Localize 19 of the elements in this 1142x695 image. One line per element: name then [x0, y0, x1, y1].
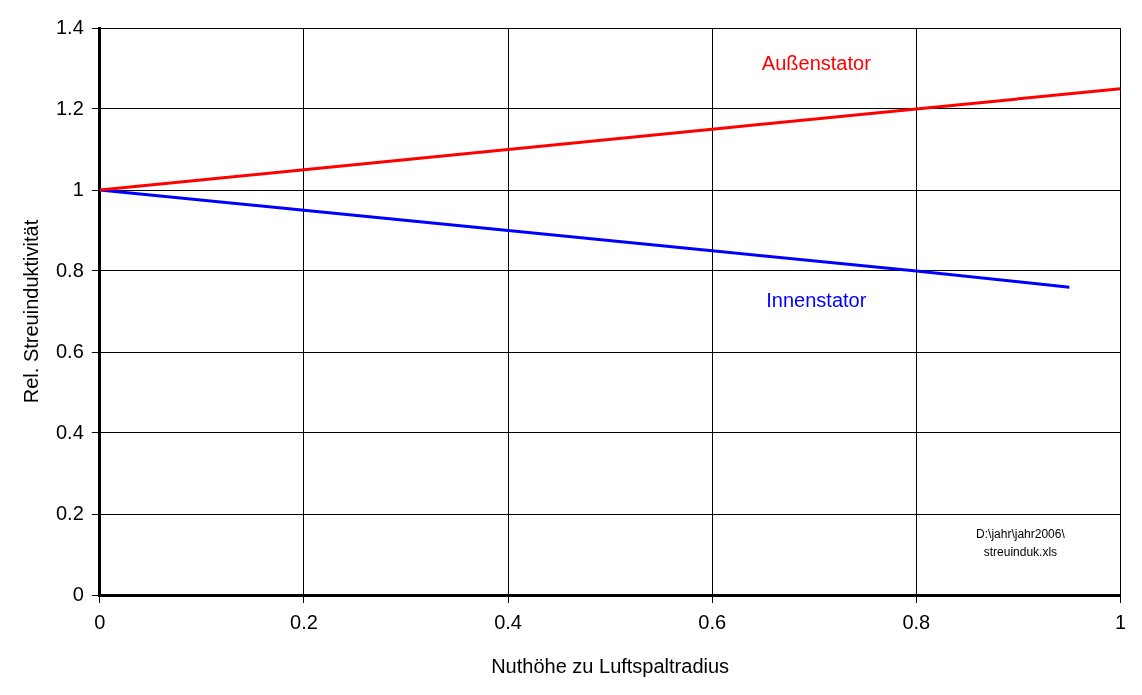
- series-label: Innenstator: [766, 288, 867, 311]
- x-tick-label: 0.6: [698, 610, 727, 633]
- annotation: D:\jahr\jahr2006\ streuinduk.xls: [976, 527, 1066, 560]
- x-axis-title: Nuthöhe zu Luftspaltradius: [491, 654, 730, 677]
- series-label: Außenstator: [761, 51, 872, 74]
- x-tick-label: 0: [94, 610, 106, 633]
- y-tick-label: 1: [72, 177, 84, 200]
- x-tick-label: 0.2: [290, 610, 318, 633]
- y-tick-label: 0.8: [55, 258, 84, 281]
- y-tick-label: 1.4: [55, 15, 84, 38]
- y-tick-label: 0.6: [55, 339, 84, 362]
- x-tick-label: 1: [1114, 610, 1126, 633]
- y-tick-label: 1.2: [55, 96, 84, 119]
- x-tick-label: 0.4: [494, 610, 522, 633]
- x-tick-label: 0.8: [902, 610, 931, 633]
- y-tick-label: 0.4: [55, 420, 84, 443]
- y-tick-label: 0: [72, 582, 84, 605]
- y-tick-label: 0.2: [55, 501, 84, 524]
- y-axis-title: Rel. Streuinduktivität: [19, 219, 42, 404]
